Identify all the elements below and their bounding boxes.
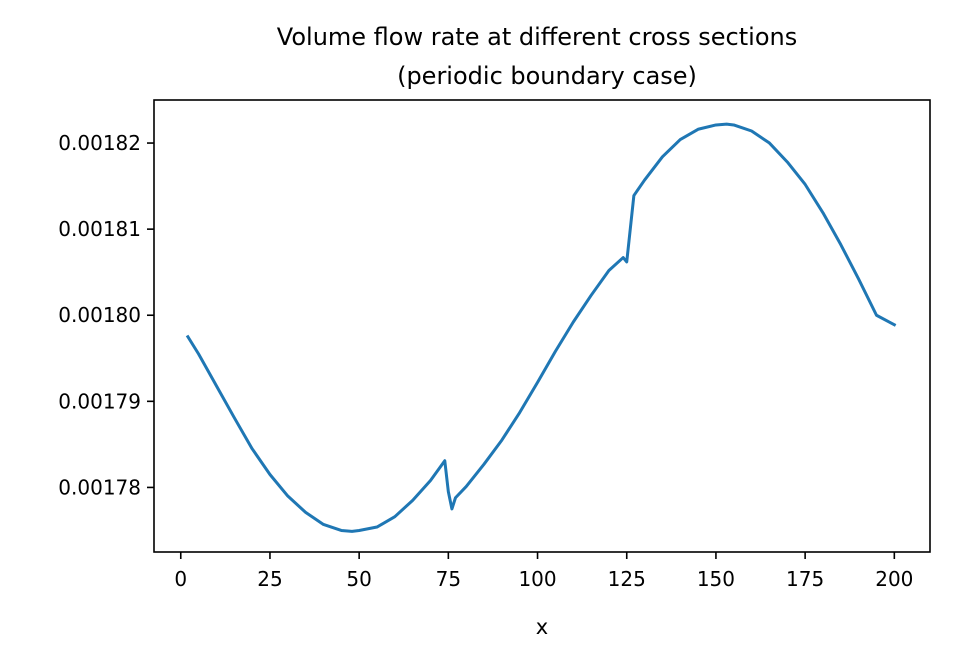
x-tick-label: 125 <box>608 567 646 591</box>
y-tick-label: 0.00181 <box>58 217 141 241</box>
y-tick-label: 0.00180 <box>58 303 141 327</box>
x-tick-label: 175 <box>786 567 824 591</box>
y-tick-label: 0.00179 <box>58 389 141 413</box>
y-axis: 0.00178 0.00179 0.00180 0.00181 0.00182 <box>58 131 154 499</box>
x-tick-label: 75 <box>436 567 461 591</box>
y-tick-label: 0.00178 <box>58 475 141 499</box>
x-tick-label: 0 <box>174 567 187 591</box>
series-line-0 <box>185 122 897 533</box>
x-axis-label: x <box>536 615 548 639</box>
chart-title: Volume flow rate at different cross sect… <box>277 23 797 51</box>
x-axis: 0 25 50 75 100 125 150 175 200 <box>174 552 913 591</box>
chart-subtitle: (periodic boundary case) <box>397 62 697 90</box>
axes-frame <box>153 99 931 553</box>
x-tick-label: 25 <box>257 567 282 591</box>
plot-area <box>185 122 897 533</box>
x-tick-label: 200 <box>875 567 913 591</box>
x-tick-label: 150 <box>697 567 735 591</box>
y-tick-label: 0.00182 <box>58 131 141 155</box>
x-tick-label: 100 <box>518 567 556 591</box>
x-tick-label: 50 <box>346 567 371 591</box>
